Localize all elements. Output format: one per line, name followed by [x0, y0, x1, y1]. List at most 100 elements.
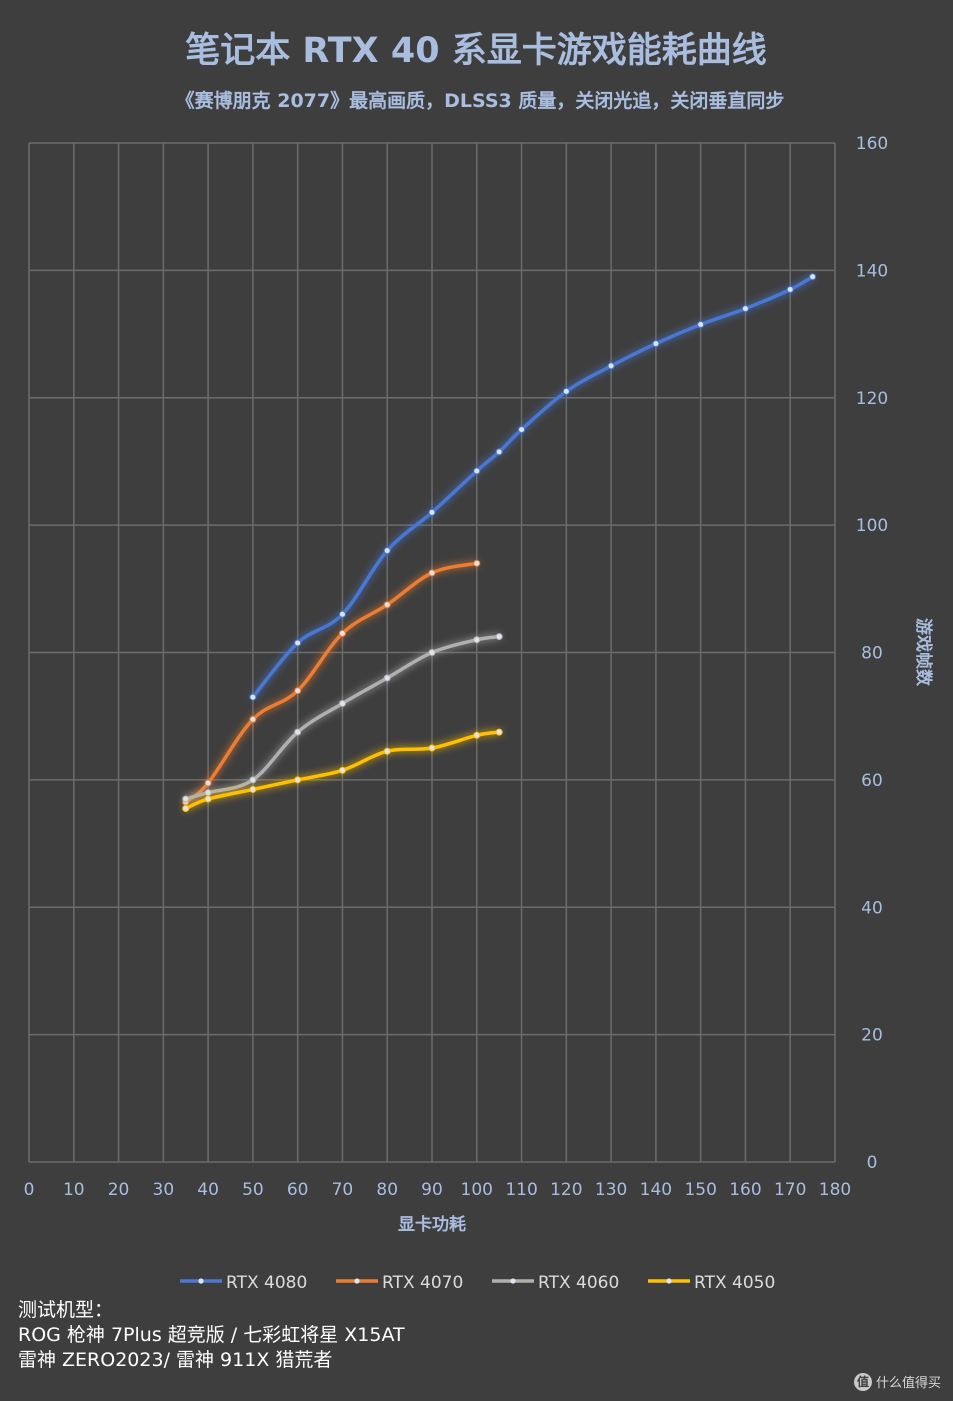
data-point — [182, 805, 190, 813]
data-point — [294, 687, 302, 695]
legend-label: RTX 4080 — [226, 1273, 307, 1293]
data-point — [249, 776, 257, 784]
data-point — [383, 747, 391, 755]
smzdm-logo-icon: 值 — [853, 1372, 872, 1391]
data-point — [473, 636, 481, 644]
series-rtx-4050 — [182, 728, 503, 813]
legend-marker — [510, 1278, 516, 1284]
x-tick-label: 110 — [505, 1180, 537, 1200]
data-point — [204, 779, 212, 787]
x-tick-labels: 0 10 20 30 40 50 60 70 80 90 100 110 120 130 140 150 160… — [24, 1180, 852, 1200]
data-point — [294, 639, 302, 647]
x-tick-label: 90 — [421, 1180, 443, 1200]
data-point — [607, 362, 615, 370]
y-tick-label: 20 — [861, 1026, 883, 1046]
legend-label: RTX 4070 — [382, 1273, 463, 1293]
data-point — [652, 340, 660, 348]
y-tick-label: 120 — [856, 389, 888, 409]
data-point — [495, 728, 503, 736]
y-tick-label: 40 — [861, 898, 883, 918]
x-tick-label: 150 — [684, 1180, 716, 1200]
y-tick-label: 0 — [867, 1153, 878, 1173]
x-axis-label: 显卡功耗 — [398, 1214, 466, 1235]
data-point — [473, 731, 481, 739]
x-tick-label: 140 — [640, 1180, 672, 1200]
y-tick-label: 80 — [861, 644, 883, 664]
legend-item: RTX 4070 — [336, 1273, 463, 1293]
legend-item: RTX 4050 — [648, 1273, 775, 1293]
data-point — [741, 305, 749, 313]
y-axis-label: 游戏帧数 — [913, 618, 934, 687]
data-point — [786, 285, 794, 293]
data-point — [338, 610, 346, 618]
x-tick-label: 170 — [774, 1180, 806, 1200]
x-tick-label: 80 — [376, 1180, 398, 1200]
data-point — [338, 699, 346, 707]
chart-title: 笔记本 RTX 40 系显卡游戏能耗曲线 — [185, 31, 767, 71]
data-point — [383, 547, 391, 555]
legend-marker — [198, 1278, 204, 1284]
x-tick-label: 40 — [197, 1180, 219, 1200]
series-line — [183, 561, 479, 804]
x-tick-label: 30 — [153, 1180, 175, 1200]
legend-marker — [666, 1278, 672, 1284]
data-point — [473, 559, 481, 567]
data-point — [338, 766, 346, 774]
data-point — [249, 785, 257, 793]
x-tick-label: 50 — [242, 1180, 264, 1200]
series-rtx-4080 — [249, 273, 817, 701]
chart-subtitle: 《赛博朋克 2077》最高画质，DLSS3 质量，关闭光追，关闭垂直同步 — [176, 89, 785, 112]
series-rtx-4070 — [182, 559, 481, 806]
x-tick-label: 60 — [287, 1180, 309, 1200]
legend-marker — [354, 1278, 360, 1284]
y-tick-label: 60 — [861, 771, 883, 791]
legend-label: RTX 4060 — [538, 1273, 619, 1293]
y-tick-label: 100 — [856, 516, 888, 536]
series-line — [251, 274, 815, 699]
data-point — [562, 387, 570, 395]
grid — [28, 142, 836, 1163]
data-point — [495, 633, 503, 641]
x-tick-label: 100 — [461, 1180, 493, 1200]
data-point — [809, 273, 817, 281]
legend-label: RTX 4050 — [694, 1273, 775, 1293]
data-point — [428, 744, 436, 752]
x-tick-label: 10 — [63, 1180, 85, 1200]
footnote-line-2: ROG 枪神 7Plus 超竞版 / 七彩虹将星 X15AT — [18, 1324, 405, 1346]
data-point — [383, 601, 391, 609]
data-point — [473, 467, 481, 475]
x-tick-label: 130 — [595, 1180, 627, 1200]
data-point — [428, 508, 436, 516]
x-tick-label: 70 — [332, 1180, 354, 1200]
x-tick-label: 180 — [819, 1180, 851, 1200]
x-tick-label: 20 — [108, 1180, 130, 1200]
watermark: 值 什么值得买 — [853, 1372, 941, 1391]
footnote: 测试机型： ROG 枪神 7Plus 超竞版 / 七彩虹将星 X15AT 雷神 … — [18, 1298, 405, 1373]
watermark-text: 什么值得买 — [875, 1376, 941, 1391]
data-point — [338, 629, 346, 637]
data-point — [294, 728, 302, 736]
y-tick-labels: 0 20 40 60 80 100 120 140 160 — [856, 134, 888, 1173]
data-point — [182, 795, 190, 803]
y-tick-label: 160 — [856, 134, 888, 154]
legend-item: RTX 4060 — [492, 1273, 619, 1293]
data-point — [428, 569, 436, 577]
legend-item: RTX 4080 — [180, 1273, 307, 1293]
data-point — [495, 448, 503, 456]
x-tick-label: 160 — [729, 1180, 761, 1200]
data-point — [697, 321, 705, 329]
legend: RTX 4080 RTX 4070 RTX 4060 RTX 4050 — [180, 1273, 775, 1293]
x-tick-label: 120 — [550, 1180, 582, 1200]
data-point — [204, 789, 212, 797]
data-point — [518, 426, 526, 434]
footnote-line-3: 雷神 ZERO2023/ 雷神 911X 猎荒者 — [18, 1349, 333, 1371]
series-group — [182, 273, 817, 813]
data-point — [428, 649, 436, 656]
y-tick-label: 140 — [856, 261, 888, 281]
data-point — [204, 795, 212, 803]
data-point — [294, 776, 302, 784]
footnote-line-1: 测试机型： — [18, 1299, 114, 1321]
x-tick-label: 0 — [24, 1180, 35, 1200]
data-point — [249, 715, 257, 723]
